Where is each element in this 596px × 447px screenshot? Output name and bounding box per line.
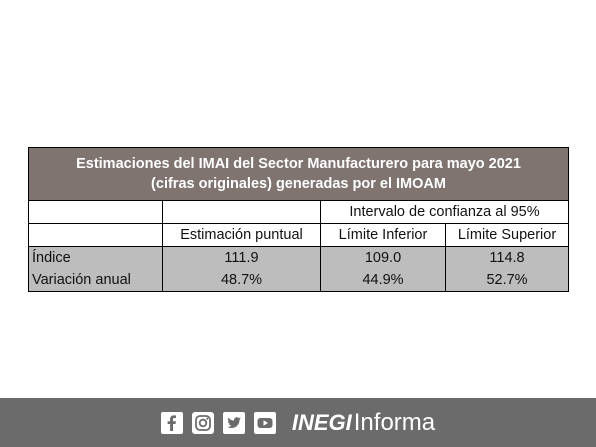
brand-bold-text: INEGI xyxy=(291,409,352,435)
table-row: Índice 111.9 109.0 114.8 xyxy=(28,246,570,269)
column-header-lower-limit: Límite Inferior xyxy=(320,223,446,247)
facebook-icon[interactable] xyxy=(160,411,183,434)
cell-index-upper: 114.8 xyxy=(444,246,570,269)
table-title-line1: Estimaciones del IMAI del Sector Manufac… xyxy=(76,156,521,172)
inegi-informa-logo: INEGI Informa xyxy=(292,409,435,437)
table-row: Variación anual 48.7% 44.9% 52.7% xyxy=(28,269,570,292)
cell-index-lower: 109.0 xyxy=(320,246,446,269)
table-title: Estimaciones del IMAI del Sector Manufac… xyxy=(27,147,570,201)
cell-variation-point: 48.7% xyxy=(162,269,321,292)
table-title-line2: (cifras originales) generadas por el IMO… xyxy=(151,176,446,192)
cell-variation-upper: 52.7% xyxy=(444,269,570,292)
cell-index-point: 111.9 xyxy=(162,246,321,269)
empty-corner-cell xyxy=(28,200,163,224)
brand-regular-text: Informa xyxy=(353,408,436,436)
empty-header-cell xyxy=(162,200,321,224)
imai-estimates-table: Estimaciones del IMAI del Sector Manufac… xyxy=(27,147,570,292)
row-label-annual-variation: Variación anual xyxy=(28,269,163,292)
footer-bar: INEGI Informa xyxy=(0,398,596,447)
cell-variation-lower: 44.9% xyxy=(320,269,446,292)
column-header-upper-limit: Límite Superior xyxy=(444,223,570,247)
instagram-icon[interactable] xyxy=(191,411,214,434)
imai-estimates-table-wrapper: Estimaciones del IMAI del Sector Manufac… xyxy=(27,147,570,292)
empty-label-header-cell xyxy=(28,223,163,247)
interval-header: Intervalo de confianza al 95% xyxy=(319,200,570,224)
youtube-icon[interactable] xyxy=(253,411,276,434)
column-header-point-estimate: Estimación puntual xyxy=(162,223,321,247)
row-label-index: Índice xyxy=(28,246,163,269)
social-links xyxy=(160,411,276,434)
twitter-icon[interactable] xyxy=(222,411,245,434)
